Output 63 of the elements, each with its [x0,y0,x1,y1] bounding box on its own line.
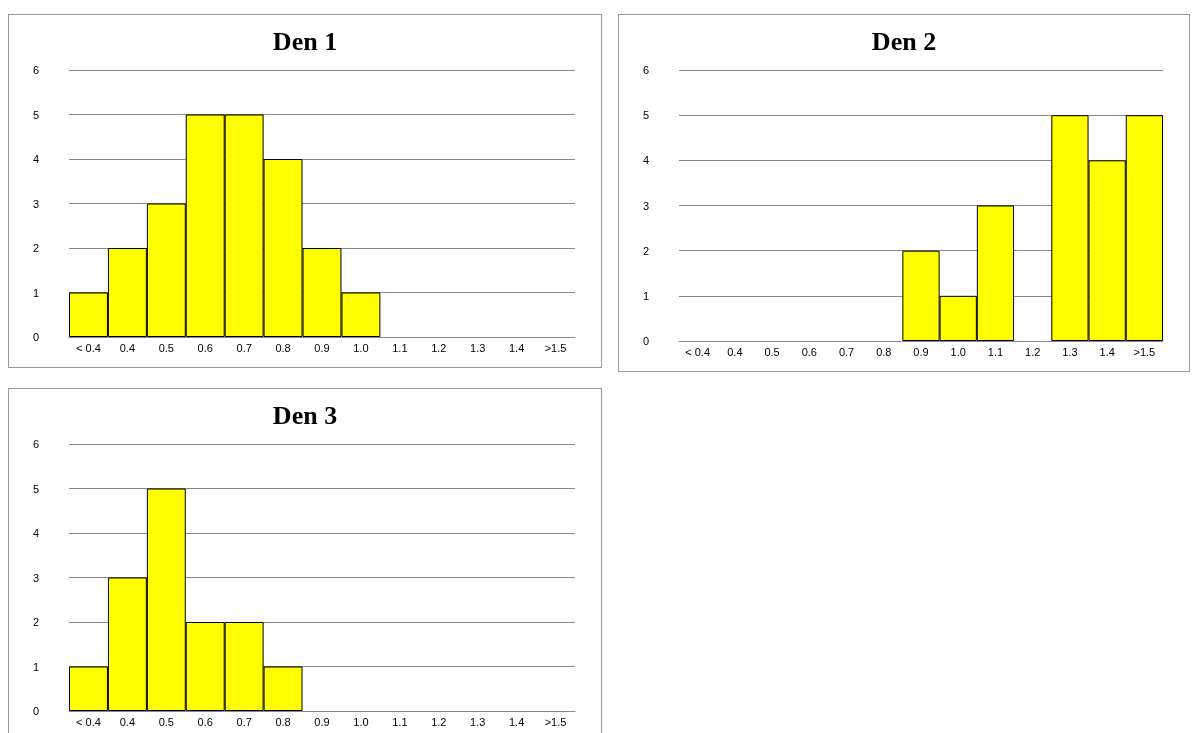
y-tick-label: 4 [642,154,649,167]
chart-title: Den 3 [272,400,338,430]
x-tick-label: 0.4 [727,345,743,358]
x-tick-label: 1.4 [508,715,525,728]
x-tick-label: 0.4 [119,341,136,354]
x-tick-label: 1.4 [1099,345,1115,358]
y-tick-label: 1 [32,660,39,673]
x-tick-label: 1.0 [353,341,369,354]
x-tick-label: 0.6 [197,341,213,354]
x-tick-label: 1.3 [470,341,486,354]
y-tick-label: 0 [642,335,649,347]
x-tick-label: 0.7 [236,341,252,354]
x-tick-label: >1.5 [544,341,567,354]
x-tick-label: 0.9 [314,715,330,728]
x-tick-label: 1.1 [392,341,408,354]
x-tick-label: 0.8 [275,341,291,354]
y-tick-label: 1 [642,289,649,302]
x-tick-label: 1.0 [353,715,369,728]
x-tick-label: 0.4 [119,715,136,728]
x-tick-label: >1.5 [1133,345,1156,358]
x-tick-label: 0.6 [197,715,213,728]
x-tick-label: 1.2 [1025,345,1041,358]
chart-title: Den 2 [871,26,937,56]
y-tick-label: 3 [642,199,649,212]
y-tick-label: 0 [32,705,39,717]
y-tick-label: 1 [32,286,39,299]
y-tick-label: 3 [32,197,39,210]
x-tick-label: 1.0 [950,345,966,358]
y-tick-label: 2 [32,616,39,628]
x-tick-label: 0.5 [158,715,174,728]
x-tick-label: >1.5 [544,715,567,728]
x-tick-label: 0.9 [314,341,330,354]
x-tick-label: < 0.4 [685,345,711,358]
x-tick-label: 1.3 [470,715,486,728]
y-tick-label: 2 [642,244,649,257]
chart-title: Den 1 [272,26,338,56]
y-tick-label: 4 [32,527,39,539]
y-tick-label: 5 [642,109,649,122]
x-tick-label: < 0.4 [76,341,101,354]
y-tick-label: 5 [32,482,39,495]
y-tick-label: 4 [32,153,39,165]
x-tick-label: 0.6 [801,345,817,358]
x-tick-label: 0.5 [764,345,780,358]
y-tick-label: 5 [32,108,39,121]
x-tick-label: 0.7 [236,715,252,728]
y-tick-label: 0 [32,331,39,343]
x-tick-label: 0.8 [876,345,892,358]
x-tick-label: 0.7 [838,345,855,358]
y-tick-label: 2 [32,242,39,254]
x-tick-label: 1.3 [1062,345,1078,358]
x-tick-label: 1.1 [987,345,1004,358]
x-tick-label: 1.2 [431,715,447,728]
y-tick-label: 6 [32,64,39,76]
y-tick-label: 3 [32,571,39,584]
x-tick-label: 0.9 [913,345,929,358]
x-tick-label: 0.8 [275,715,291,728]
y-tick-label: 6 [642,64,649,76]
x-tick-label: 1.2 [431,341,447,354]
x-tick-label: 1.1 [392,715,408,728]
x-tick-label: < 0.4 [76,715,101,728]
x-tick-label: 0.5 [158,341,174,354]
x-tick-label: 1.4 [508,341,525,354]
y-tick-label: 6 [32,438,39,450]
